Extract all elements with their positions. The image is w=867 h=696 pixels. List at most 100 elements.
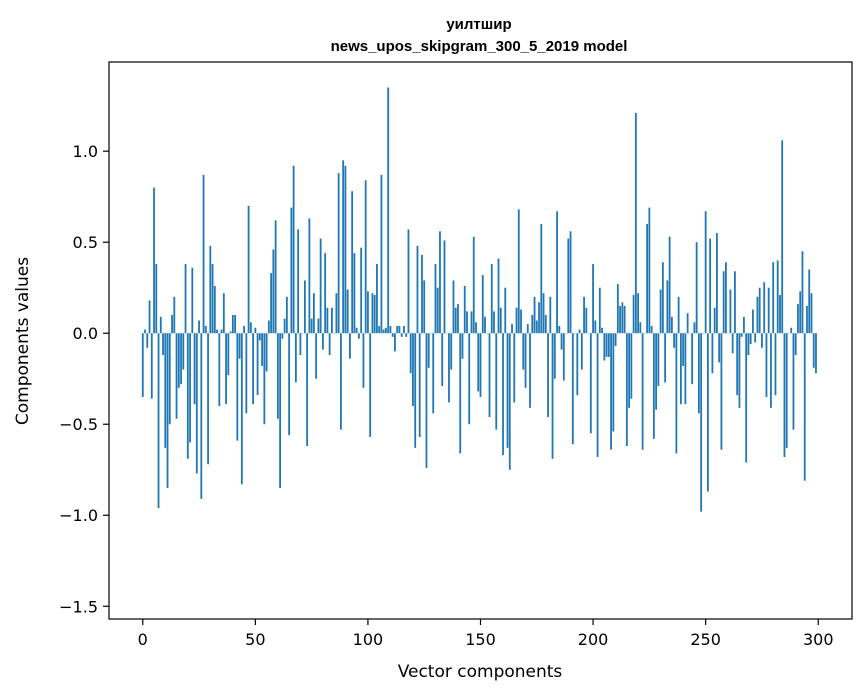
bar-component-95 — [355, 327, 358, 334]
bar-component-90 — [344, 165, 347, 334]
bar-component-37 — [225, 333, 227, 405]
bar-component-61 — [279, 333, 282, 488]
x-axis-ticks: 0 50 100 150 200 250 300 — [138, 619, 834, 649]
bar-component-167 — [517, 209, 520, 334]
bar-component-38 — [227, 333, 230, 376]
bar-component-184 — [556, 211, 558, 334]
bar-component-77 — [315, 333, 318, 379]
bar-component-96 — [358, 333, 360, 339]
bar-component-281 — [774, 333, 777, 396]
bar-component-103 — [373, 294, 376, 334]
bar-component-147 — [472, 236, 475, 334]
x-tick-label: 0 — [138, 630, 148, 649]
bar-component-216 — [628, 333, 631, 408]
bar-component-117 — [405, 333, 408, 337]
bar-component-35 — [220, 329, 223, 334]
bar-component-229 — [657, 333, 660, 387]
bar-component-200 — [592, 264, 594, 334]
y-tick-label: 1.0 — [73, 142, 98, 161]
bar-component-268 — [745, 333, 748, 463]
bar-component-53 — [261, 333, 264, 366]
bar-component-65 — [288, 333, 291, 436]
bar-component-43 — [238, 333, 241, 359]
bar-component-275 — [761, 333, 763, 348]
bar-component-141 — [459, 333, 462, 454]
bar-component-15 — [175, 333, 178, 419]
bar-component-17 — [180, 333, 182, 385]
bar-component-127 — [427, 333, 430, 368]
bar-component-142 — [461, 333, 464, 359]
bar-component-289 — [792, 333, 795, 430]
bar-component-206 — [605, 333, 608, 357]
bar-component-26 — [200, 333, 203, 499]
bar-component-292 — [799, 291, 802, 334]
bar-component-234 — [668, 236, 671, 334]
bar-component-210 — [614, 333, 617, 346]
bar-component-250 — [704, 211, 707, 334]
bar-component-109 — [387, 87, 390, 334]
bar-component-93 — [351, 191, 354, 334]
bar-component-269 — [747, 333, 750, 356]
bar-component-231 — [661, 262, 664, 334]
bar-component-66 — [290, 207, 293, 334]
bar-component-247 — [697, 333, 700, 414]
bar-component-9 — [162, 333, 164, 356]
bar-component-239 — [679, 333, 682, 405]
bar-component-288 — [790, 327, 793, 334]
bar-component-227 — [652, 333, 655, 439]
bar-component-120 — [412, 333, 414, 407]
bar-component-56 — [267, 320, 270, 334]
y-axis-ticks: −1.5 −1.0 −0.5 0.0 0.5 1.0 — [59, 142, 109, 616]
bar-component-246 — [695, 242, 698, 334]
bar-component-225 — [648, 207, 651, 334]
bar-component-226 — [650, 325, 653, 334]
bar-component-94 — [353, 253, 356, 334]
bar-component-19 — [184, 264, 187, 334]
bar-component-256 — [718, 333, 721, 363]
bar-component-113 — [396, 325, 399, 334]
bar-component-263 — [734, 271, 736, 334]
x-tick-label: 200 — [578, 630, 609, 649]
bar-component-33 — [216, 329, 218, 334]
bar-component-102 — [371, 293, 374, 334]
bar-component-143 — [463, 285, 466, 334]
chart-title-line-2: news_upos_skipgram_300_5_2019 model — [331, 38, 628, 55]
bar-component-172 — [529, 333, 531, 408]
bar-component-110 — [389, 325, 392, 334]
bar-component-290 — [794, 333, 797, 356]
bar-component-145 — [468, 333, 471, 425]
bar-component-168 — [520, 309, 522, 334]
bar-component-82 — [326, 307, 329, 334]
bar-component-224 — [646, 224, 649, 334]
bar-component-122 — [416, 245, 419, 334]
bar-component-84 — [330, 307, 333, 334]
x-tick-label: 100 — [353, 630, 384, 649]
bar-component-242 — [686, 313, 689, 334]
chart-title-line-1: уилтшир — [446, 16, 511, 33]
bar-component-78 — [317, 318, 320, 334]
bar-component-254 — [713, 307, 716, 334]
bar-component-245 — [693, 322, 696, 334]
bar-component-151 — [481, 274, 484, 334]
bar-component-1 — [144, 329, 146, 334]
bar-component-215 — [625, 333, 628, 447]
bar-component-193 — [576, 333, 579, 396]
bar-component-257 — [720, 333, 723, 450]
bar-component-190 — [569, 231, 572, 334]
bar-component-272 — [754, 333, 757, 343]
y-tick-label: 0.5 — [73, 233, 98, 252]
bar-component-176 — [538, 302, 540, 334]
bar-component-30 — [209, 245, 212, 334]
bar-component-155 — [490, 264, 493, 334]
bar-component-195 — [580, 333, 583, 370]
bar-component-89 — [342, 160, 345, 334]
bar-component-124 — [421, 254, 423, 334]
bar-component-42 — [236, 333, 239, 441]
bar-component-4 — [150, 333, 153, 399]
bar-component-283 — [779, 294, 781, 334]
bar-component-252 — [709, 238, 712, 334]
bar-component-123 — [418, 333, 421, 437]
bar-component-36 — [222, 293, 225, 334]
bar-component-191 — [571, 333, 574, 445]
